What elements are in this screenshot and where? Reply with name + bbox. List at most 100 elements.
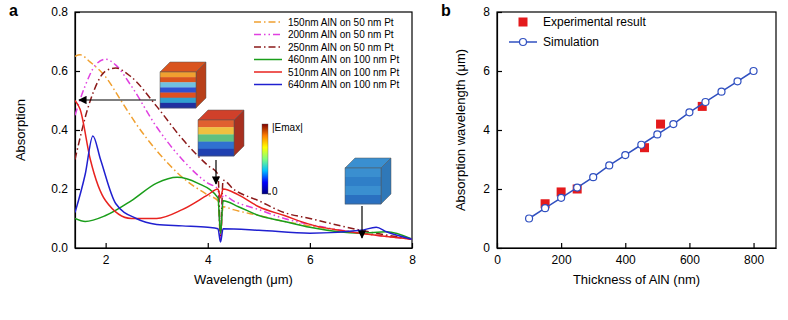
data-point — [654, 131, 661, 138]
y-axis-title: Absorption — [13, 99, 28, 161]
y-tick-mark — [75, 12, 80, 13]
y-tick-mark — [497, 12, 502, 13]
colorbar-label: |Emax| — [272, 122, 303, 133]
data-point — [606, 162, 613, 169]
data-point — [622, 152, 629, 159]
colorbar-tick — [268, 194, 271, 195]
x-tick-label: 6 — [307, 253, 314, 267]
cube-layer — [160, 82, 196, 87]
x-tick-label: 800 — [744, 253, 764, 267]
series-line — [75, 55, 412, 239]
y-axis: 0.0 0.2 0.4 0.6 0.8 — [51, 5, 80, 255]
legend-swatch — [254, 46, 282, 48]
legend-entry: 640nm AlN on 100 nm Pt — [254, 79, 399, 90]
cube-layer — [160, 103, 196, 108]
cube-layer — [160, 93, 196, 98]
x-tick-mark — [561, 243, 562, 248]
data-point — [670, 121, 677, 128]
y-tick-mark — [75, 71, 80, 72]
x-tick-label: 8 — [409, 253, 416, 267]
y-tick-mark — [497, 189, 502, 190]
cube-side — [234, 110, 244, 156]
data-point — [750, 68, 757, 75]
cube-side — [196, 62, 206, 108]
cube-side — [381, 158, 391, 204]
cube-layer — [198, 127, 234, 135]
series-line — [75, 59, 412, 239]
y-tick: 0.6 — [51, 64, 80, 78]
y-tick-mark — [497, 71, 502, 72]
y-tick-mark — [497, 248, 502, 249]
data-point — [638, 141, 645, 148]
cube-layer — [198, 149, 234, 157]
y-tick-label: 0.6 — [51, 64, 68, 78]
data-point — [702, 98, 709, 105]
cube-layer — [198, 134, 234, 142]
legend-label: 510nm AlN on 100 nm Pt — [288, 67, 399, 78]
legend-label: 640nm AlN on 100 nm Pt — [288, 79, 399, 90]
data-point — [574, 184, 581, 191]
x-axis-line — [76, 248, 413, 249]
y-axis: 02468 — [483, 5, 502, 255]
series-line — [75, 136, 412, 242]
plot-area — [526, 68, 757, 223]
x-tick: 8 — [409, 243, 416, 267]
arrow — [79, 99, 156, 100]
y-tick: 0 — [483, 241, 502, 255]
colorbar-tick-label: 0 — [272, 186, 278, 197]
x-tick-label: 2 — [103, 253, 110, 267]
figure: 2 4 6 8 0.0 0.2 0.4 0.6 0.8 Wavelength (μm) Absorp… — [0, 0, 788, 320]
y-tick-label: 0 — [483, 241, 490, 255]
cube-layer — [198, 120, 234, 128]
x-tick: 800 — [744, 243, 764, 267]
data-point — [686, 109, 693, 116]
y-tick: 4 — [483, 123, 502, 137]
y-tick-mark — [75, 248, 80, 249]
cube-layer — [160, 72, 196, 77]
y-tick-mark — [497, 130, 502, 131]
chart-svg: 2 4 6 8 0.0 0.2 0.4 0.6 0.8 Wavelength (μm) Absorp… — [0, 0, 788, 320]
legend-entry: Experimental result — [519, 15, 647, 29]
legend-marker — [519, 18, 528, 27]
arrow — [361, 206, 362, 238]
y-tick-mark — [75, 130, 80, 131]
x-tick-mark — [625, 243, 626, 248]
x-axis-title: Wavelength (μm) — [194, 272, 293, 287]
legend-entry: 200nm AlN on 50 nm Pt — [254, 29, 394, 40]
y-tick: 0.2 — [51, 182, 80, 196]
legend-entry: Simulation — [509, 35, 599, 49]
plot-frame — [497, 12, 776, 248]
cube-layer — [160, 87, 196, 92]
x-tick: 2 — [103, 243, 110, 267]
x-axis-title: Thickness of AlN (nm) — [573, 272, 700, 287]
legend-label: 250nm AlN on 50 nm Pt — [288, 42, 394, 53]
data-point — [718, 88, 725, 95]
x-tick-label: 4 — [205, 253, 212, 267]
series — [75, 59, 412, 239]
data-point — [526, 215, 533, 222]
cube-layer — [345, 168, 381, 177]
x-axis-line — [498, 248, 777, 249]
x-tick-mark — [753, 243, 754, 248]
series-line — [529, 71, 753, 219]
y-tick-label: 2 — [483, 182, 490, 196]
x-tick-mark — [412, 243, 413, 248]
x-axis: 0200400600800 — [494, 243, 776, 267]
legend-entry: 510nm AlN on 100 nm Pt — [254, 67, 399, 78]
legend-label: 460nm AlN on 100 nm Pt — [288, 54, 399, 65]
insets: |Emax| 0 — [79, 62, 391, 238]
cube-front-outline — [160, 72, 196, 108]
y-tick: 8 — [483, 5, 502, 19]
y-tick-label: 0.8 — [51, 5, 68, 19]
y-tick: 0.4 — [51, 123, 80, 137]
y-tick-label: 0.0 — [51, 241, 68, 255]
series — [75, 55, 412, 239]
x-tick: 6 — [307, 243, 314, 267]
plot-frame — [75, 12, 412, 248]
legend-swatch — [254, 34, 282, 36]
cube-layer — [345, 195, 381, 204]
cube-front-outline — [198, 120, 234, 156]
legend-entry: 150nm AlN on 50 nm Pt — [254, 17, 394, 28]
legend-swatch — [254, 84, 282, 86]
plot-area — [75, 55, 412, 242]
